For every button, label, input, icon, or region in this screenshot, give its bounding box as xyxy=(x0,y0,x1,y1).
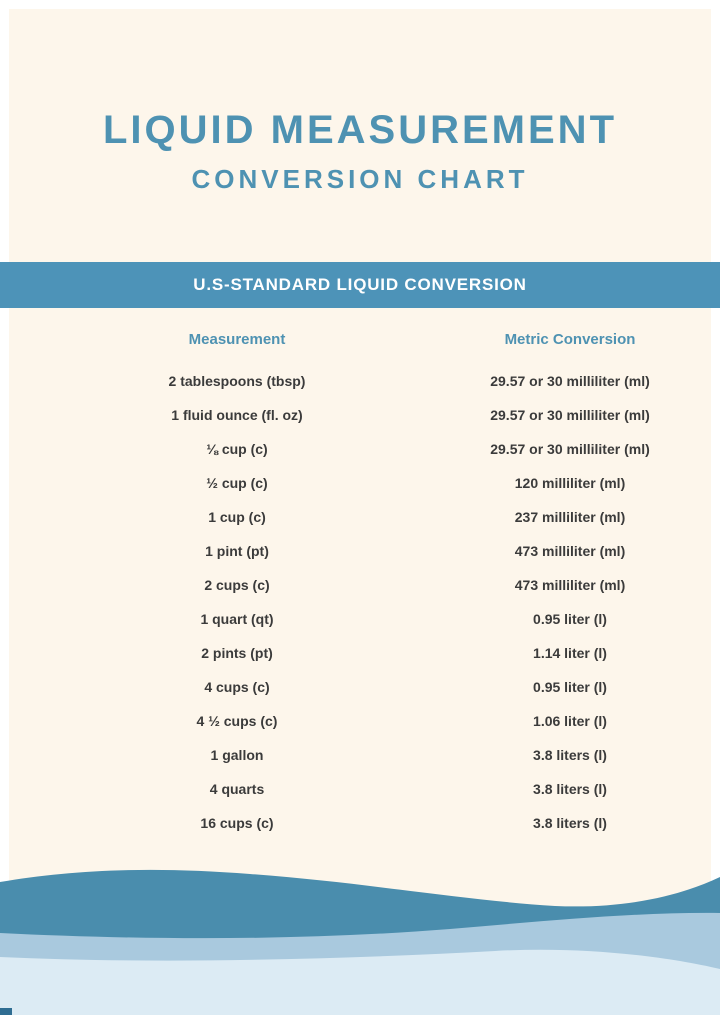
measurement-value: 1 pint (pt) xyxy=(205,543,269,559)
metric-conversion-value: 29.57 or 30 milliliter (ml) xyxy=(490,441,650,457)
table-row: 1 pint (pt) 473 milliliter (ml) xyxy=(0,534,720,568)
bottom-wave-decoration xyxy=(0,869,720,1015)
table-row: 2 cups (c) 473 milliliter (ml) xyxy=(0,568,720,602)
metric-conversion-value: 1.14 liter (l) xyxy=(533,645,607,661)
metric-conversion-value: 473 milliliter (ml) xyxy=(514,577,626,593)
measurement-value: 1 fluid ounce (fl. oz) xyxy=(171,407,303,423)
measurement-value: 2 tablespoons (tbsp) xyxy=(168,373,306,389)
metric-conversion-value: 0.95 liter (l) xyxy=(533,679,607,695)
measurement-value: 16 cups (c) xyxy=(200,815,274,831)
table-header-row: Measurement Metric Conversion xyxy=(0,324,720,354)
measurement-value: 4 cups (c) xyxy=(204,679,270,695)
column-header-metric: Metric Conversion xyxy=(504,330,636,348)
metric-conversion-value: 237 milliliter (ml) xyxy=(514,509,626,525)
table-row: 1 fluid ounce (fl. oz) 29.57 or 30 millil… xyxy=(0,398,720,432)
section-banner: U.S-STANDARD LIQUID CONVERSION xyxy=(0,262,720,308)
metric-conversion-value: 1.06 liter (l) xyxy=(533,713,607,729)
measurement-value: 2 pints (pt) xyxy=(201,645,273,661)
metric-conversion-value: 120 milliliter (ml) xyxy=(514,475,626,491)
table-row: 2 pints (pt) 1.14 liter (l) xyxy=(0,636,720,670)
table-row: 1 quart (qt) 0.95 liter (l) xyxy=(0,602,720,636)
metric-conversion-value: 29.57 or 30 milliliter (ml) xyxy=(490,407,650,423)
table-row: 16 cups (c) 3.8 liters (l) xyxy=(0,806,720,840)
table-row: 1 gallon 3.8 liters (l) xyxy=(0,738,720,772)
wave-light-shape xyxy=(0,949,720,1015)
measurement-value: 1 gallon xyxy=(210,747,264,763)
title-block: LIQUID MEASUREMENT CONVERSION CHART xyxy=(0,106,720,195)
measurement-value: 1 quart (qt) xyxy=(200,611,274,627)
page-title: LIQUID MEASUREMENT xyxy=(103,108,617,152)
metric-conversion-value: 3.8 liters (l) xyxy=(533,815,607,831)
measurement-value: ½ cup (c) xyxy=(206,475,268,491)
table-row: ⅛ cup (c) 29.57 or 30 milliliter (ml) xyxy=(0,432,720,466)
table-row: ½ cup (c) 120 milliliter (ml) xyxy=(0,466,720,500)
metric-conversion-value: 29.57 or 30 milliliter (ml) xyxy=(490,373,650,389)
measurement-value: 4 ½ cups (c) xyxy=(196,713,278,729)
metric-conversion-value: 3.8 liters (l) xyxy=(533,747,607,763)
section-banner-label: U.S-STANDARD LIQUID CONVERSION xyxy=(193,275,527,294)
page-subtitle: CONVERSION CHART xyxy=(191,164,529,194)
metric-conversion-value: 0.95 liter (l) xyxy=(533,611,607,627)
page-background xyxy=(9,9,711,1015)
measurement-value: 1 cup (c) xyxy=(208,509,266,525)
table-row: 4 quarts 3.8 liters (l) xyxy=(0,772,720,806)
metric-conversion-value: 3.8 liters (l) xyxy=(533,781,607,797)
metric-conversion-value: 473 milliliter (ml) xyxy=(514,543,626,559)
conversion-table: Measurement Metric Conversion 2 tablespo… xyxy=(0,324,720,840)
measurement-value: 2 cups (c) xyxy=(204,577,270,593)
column-header-measurement: Measurement xyxy=(188,330,286,348)
table-row: 4 cups (c) 0.95 liter (l) xyxy=(0,670,720,704)
wave-dark-corner-accent xyxy=(0,1008,12,1015)
measurement-value: ⅛ cup (c) xyxy=(206,441,268,457)
conversion-rows: 2 tablespoons (tbsp) 29.57 or 30 millilit… xyxy=(0,364,720,840)
table-row: 1 cup (c) 237 milliliter (ml) xyxy=(0,500,720,534)
measurement-value: 4 quarts xyxy=(209,781,265,797)
table-row: 2 tablespoons (tbsp) 29.57 or 30 millilit… xyxy=(0,364,720,398)
table-row: 4 ½ cups (c) 1.06 liter (l) xyxy=(0,704,720,738)
